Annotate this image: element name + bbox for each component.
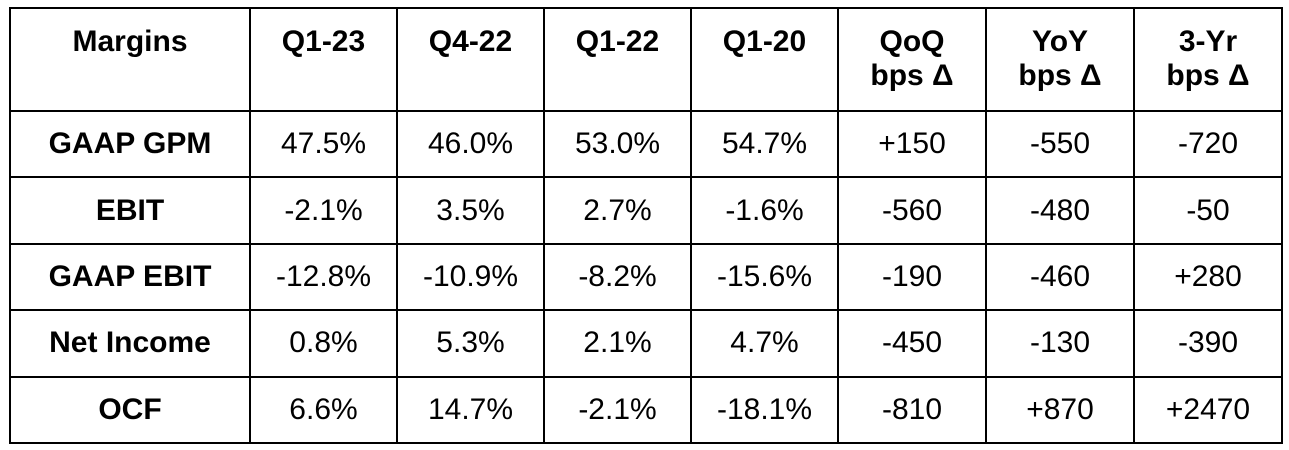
table-row: GAAP EBIT -12.8% -10.9% -8.2% -15.6% -19… [9, 242, 1283, 312]
table-cell: 5.3% [396, 309, 545, 378]
table-cell: 2.1% [543, 309, 692, 378]
header-sublabel: bps Δ [1166, 59, 1250, 92]
table-cell: -560 [837, 176, 987, 245]
header-label: Q4-22 [428, 25, 513, 58]
header-label: QoQ [879, 25, 945, 58]
table-cell: -50 [1133, 176, 1283, 245]
header-label: Q1-20 [722, 25, 807, 58]
header-3-yr: 3-Yr bps Δ [1133, 7, 1283, 112]
table-cell: -390 [1133, 309, 1283, 378]
table-cell: -480 [985, 176, 1135, 245]
table-cell: -18.1% [690, 375, 839, 445]
table-cell: -10.9% [396, 242, 545, 312]
header-sublabel: bps Δ [1018, 59, 1102, 92]
header-q1-20: Q1-20 [690, 7, 839, 112]
table-cell: 6.6% [249, 375, 398, 445]
table-cell: -720 [1133, 109, 1283, 179]
table-cell: +870 [985, 375, 1135, 445]
header-yoy: YoY bps Δ [985, 7, 1135, 112]
header-label: Margins [72, 25, 188, 58]
table-row: GAAP GPM 47.5% 46.0% 53.0% 54.7% +150 -5… [9, 109, 1283, 179]
header-qoq: QoQ bps Δ [837, 7, 987, 112]
header-margins: Margins [9, 7, 251, 112]
table-cell: 3.5% [396, 176, 545, 245]
header-row: Margins Q1-23 Q4-22 Q1-22 Q1-20 QoQ bps … [9, 7, 1283, 112]
table-body: GAAP GPM 47.5% 46.0% 53.0% 54.7% +150 -5… [9, 109, 1283, 445]
table-cell: 0.8% [249, 309, 398, 378]
table-cell: 54.7% [690, 109, 839, 179]
table-row: EBIT -2.1% 3.5% 2.7% -1.6% -560 -480 -50 [9, 176, 1283, 245]
row-label: OCF [9, 375, 251, 445]
table-cell: +150 [837, 109, 987, 179]
header-q1-23: Q1-23 [249, 7, 398, 112]
row-label: EBIT [9, 176, 251, 245]
header-sublabel: bps Δ [870, 59, 954, 92]
header-q1-22: Q1-22 [543, 7, 692, 112]
table-cell: 14.7% [396, 375, 545, 445]
header-label: Q1-23 [281, 25, 366, 58]
table-cell: -15.6% [690, 242, 839, 312]
header-label: YoY [1031, 25, 1089, 58]
table-cell: 4.7% [690, 309, 839, 378]
row-label: GAAP GPM [9, 109, 251, 179]
margins-table: Margins Q1-23 Q4-22 Q1-22 Q1-20 QoQ bps … [9, 7, 1283, 445]
table-cell: 47.5% [249, 109, 398, 179]
table-cell: -810 [837, 375, 987, 445]
table-cell: -130 [985, 309, 1135, 378]
table-cell: -2.1% [543, 375, 692, 445]
table-cell: 53.0% [543, 109, 692, 179]
header-q4-22: Q4-22 [396, 7, 545, 112]
row-label: GAAP EBIT [9, 242, 251, 312]
table-cell: -460 [985, 242, 1135, 312]
table-cell: -450 [837, 309, 987, 378]
table-cell: -12.8% [249, 242, 398, 312]
header-label: Q1-22 [575, 25, 660, 58]
table-cell: 2.7% [543, 176, 692, 245]
table-cell: +280 [1133, 242, 1283, 312]
table-cell: -2.1% [249, 176, 398, 245]
header-label: 3-Yr [1178, 25, 1238, 58]
table-header: Margins Q1-23 Q4-22 Q1-22 Q1-20 QoQ bps … [9, 7, 1283, 112]
table-cell: -190 [837, 242, 987, 312]
table-cell: -550 [985, 109, 1135, 179]
table-cell: -8.2% [543, 242, 692, 312]
table-cell: -1.6% [690, 176, 839, 245]
table-cell: 46.0% [396, 109, 545, 179]
table-row: OCF 6.6% 14.7% -2.1% -18.1% -810 +870 +2… [9, 375, 1283, 445]
table-row: Net Income 0.8% 5.3% 2.1% 4.7% -450 -130… [9, 309, 1283, 378]
table-cell: +2470 [1133, 375, 1283, 445]
row-label: Net Income [9, 309, 251, 378]
